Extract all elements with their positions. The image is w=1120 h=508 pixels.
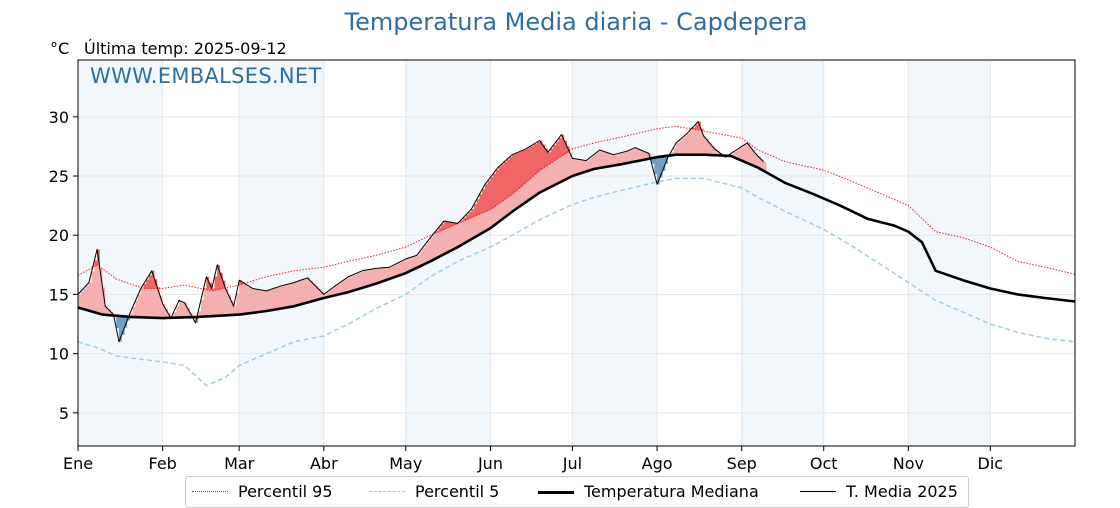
x-tick-label: Dic [978,454,1004,473]
y-tick-label: 5 [59,404,69,423]
temperature-chart: 5 10 15 20 25 30 Ene Feb Mar Abr May Jun Jul Ago Sep Oc… [49,59,1076,473]
x-tick-label: Oct [810,454,838,473]
legend-label-median: Temperatura Mediana [584,482,759,501]
watermark-text: WWW.EMBALSES.NET [90,64,322,88]
month-band [908,60,991,446]
x-tick-label: Nov [893,454,924,473]
legend-label-p95: Percentil 95 [238,482,333,501]
legend-swatch-p95 [192,491,228,492]
chart-legend: Percentil 95 Percentil 5 Temperatura Med… [185,476,969,508]
y-tick-label: 10 [49,345,69,364]
x-tick-label: Mar [224,454,255,473]
x-tick-label: Feb [149,454,177,473]
x-tick-label: Abr [310,454,338,473]
series-line-p95 [77,125,1076,292]
month-band [741,60,824,446]
y-unit-label: °C [50,39,70,58]
month-band [239,60,324,446]
chart-title: Temperatura Media diaria - Capdepera [344,8,808,36]
x-tick-label: Sep [727,454,757,473]
legend-swatch-current [800,491,836,492]
y-tick-label: 25 [49,167,69,186]
anomaly-fills [78,121,767,342]
plot-frame [77,59,1076,447]
axes [77,59,1076,447]
area-above-median [78,121,767,319]
x-tick-label: May [389,454,422,473]
series-line-current [77,121,764,343]
y-tick-label: 20 [49,226,69,245]
y-tick-label: 30 [49,108,69,127]
series-line-median [77,153,1076,320]
last-temp-label: Última temp: 2025-09-12 [84,39,287,58]
x-tick-label: Jul [562,454,582,473]
x-tick-label: Jun [477,454,503,473]
month-bands [78,60,991,446]
legend-label-p5: Percentil 5 [415,482,500,501]
y-tick-label: 15 [49,285,69,304]
tick-labels: 5 10 15 20 25 30 Ene Feb Mar Abr May Jun Jul Ago Sep Oc… [49,108,1003,473]
series-lines [77,121,1076,387]
legend-label-current: T. Media 2025 [846,482,958,501]
legend-swatch-p5 [369,491,405,492]
month-band [78,60,163,446]
x-tick-label: Ene [63,454,93,473]
legend-swatch-median [538,491,574,494]
month-band [572,60,658,446]
series-line-p5 [77,177,1076,387]
x-tick-label: Ago [642,454,673,473]
